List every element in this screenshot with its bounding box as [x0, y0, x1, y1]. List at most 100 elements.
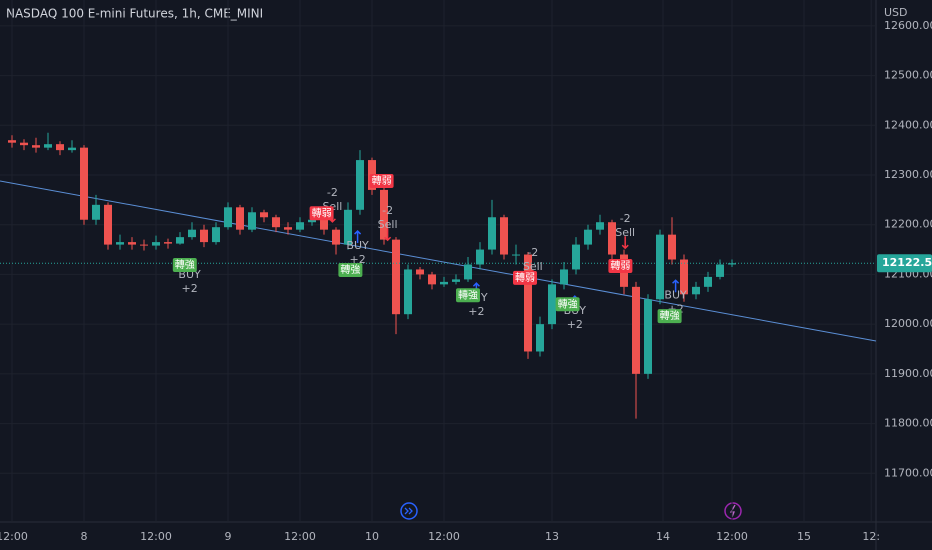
candle-body	[332, 229, 340, 245]
candle-body	[128, 242, 136, 245]
candle-body	[92, 204, 100, 220]
signal-text: +2	[468, 305, 484, 318]
candle-body	[164, 242, 172, 244]
signal-arrow	[384, 228, 392, 242]
replay-icon[interactable]	[400, 502, 418, 520]
candle-body	[284, 227, 292, 230]
candle-body	[152, 242, 160, 246]
last-price-tag	[877, 254, 932, 273]
signal-badge	[369, 173, 394, 188]
signal-arrow	[354, 229, 362, 244]
candle-body	[32, 145, 40, 148]
signal-badge	[608, 258, 633, 273]
y-tick-label: 11800.00	[884, 417, 932, 430]
signal-badge	[309, 206, 334, 221]
replay-icon-glyph	[404, 507, 413, 515]
candle-body	[236, 207, 244, 230]
signal-badge	[513, 270, 537, 285]
signal-arrow	[672, 279, 680, 293]
candle-body	[464, 264, 472, 280]
candle-body	[20, 142, 28, 146]
x-tick-label: 15	[797, 530, 811, 543]
candle-body	[704, 276, 712, 287]
y-tick-label: 12400.00	[884, 118, 932, 131]
candle-body	[56, 144, 64, 151]
candle-body	[104, 204, 112, 245]
trend-line	[0, 180, 877, 342]
candle-body	[644, 299, 652, 374]
candle-body	[680, 259, 688, 295]
x-tick-label: 12:00	[716, 530, 748, 543]
candle-body	[44, 144, 52, 148]
signal-badge	[657, 309, 682, 324]
candle-body	[668, 234, 676, 260]
signal-text: Sell	[615, 226, 635, 239]
candle-body	[188, 229, 196, 238]
candle-body	[260, 212, 268, 218]
candle-body	[356, 160, 364, 210]
signal-text: +2	[181, 282, 197, 295]
candle-body	[692, 286, 700, 295]
candle-body	[560, 269, 568, 285]
candle-body	[608, 222, 616, 255]
signal-text: BUY	[346, 239, 369, 252]
candle-body	[596, 222, 604, 230]
candle-body	[548, 284, 556, 325]
candle-body	[632, 286, 640, 374]
candle-body	[416, 269, 424, 275]
signal-badge-text: 轉強	[340, 263, 360, 276]
candle-body	[512, 254, 520, 256]
signal-badge	[172, 257, 197, 272]
signal-text: -2	[620, 212, 631, 225]
y-tick-label: 12600.00	[884, 19, 932, 32]
x-tick-label: 12:00	[0, 530, 28, 543]
candle-body	[452, 279, 460, 282]
x-tick-label: 8	[81, 530, 88, 543]
y-tick-label: 12000.00	[884, 317, 932, 330]
signal-badge-text: 轉強	[175, 258, 195, 271]
signal-text: Sell	[523, 260, 543, 273]
x-tick-label: 12:00	[140, 530, 172, 543]
y-tick-label: 11700.00	[884, 466, 932, 479]
candle-body	[68, 147, 76, 151]
candle-body	[584, 229, 592, 245]
signal-badge-text: 轉弱	[372, 174, 392, 187]
signal-badge-text: 轉強	[660, 309, 680, 322]
candle-body	[224, 207, 232, 228]
signal-badge	[555, 297, 580, 312]
candle-body	[572, 244, 580, 270]
x-tick-label: 9	[225, 530, 232, 543]
candle-body	[656, 234, 664, 300]
candle-body	[524, 254, 532, 352]
candle-body	[500, 217, 508, 255]
event-icon[interactable]	[724, 502, 742, 520]
candle-body	[80, 147, 88, 220]
x-tick-label: 14	[656, 530, 670, 543]
signal-badge	[338, 262, 363, 277]
candle-body	[248, 212, 256, 230]
x-tick-label: 13	[545, 530, 559, 543]
signal-text: -2	[527, 246, 538, 259]
signal-badge	[456, 288, 480, 303]
signal-text: +2	[567, 318, 583, 331]
candle-body	[716, 264, 724, 277]
currency: USD	[884, 6, 908, 19]
signal-arrow	[621, 236, 629, 250]
chart-title: NASDAQ 100 E-mini Futures, 1h, CME_MINI	[6, 7, 263, 21]
signal-badge-text: 轉弱	[610, 259, 630, 272]
candle-body	[428, 274, 436, 285]
candle-body	[404, 269, 412, 315]
x-tick-label: 12:	[862, 530, 880, 543]
x-tick-label: 12:00	[428, 530, 460, 543]
candle-body	[476, 249, 484, 265]
signal-text: -2	[382, 204, 393, 217]
candle-body	[392, 239, 400, 315]
candle-body	[380, 189, 388, 240]
candle-body	[728, 263, 736, 265]
candle-body	[116, 242, 124, 245]
candle-body	[212, 227, 220, 243]
signal-badge-text: 轉弱	[312, 206, 332, 219]
y-tick-label: 12200.00	[884, 218, 932, 231]
